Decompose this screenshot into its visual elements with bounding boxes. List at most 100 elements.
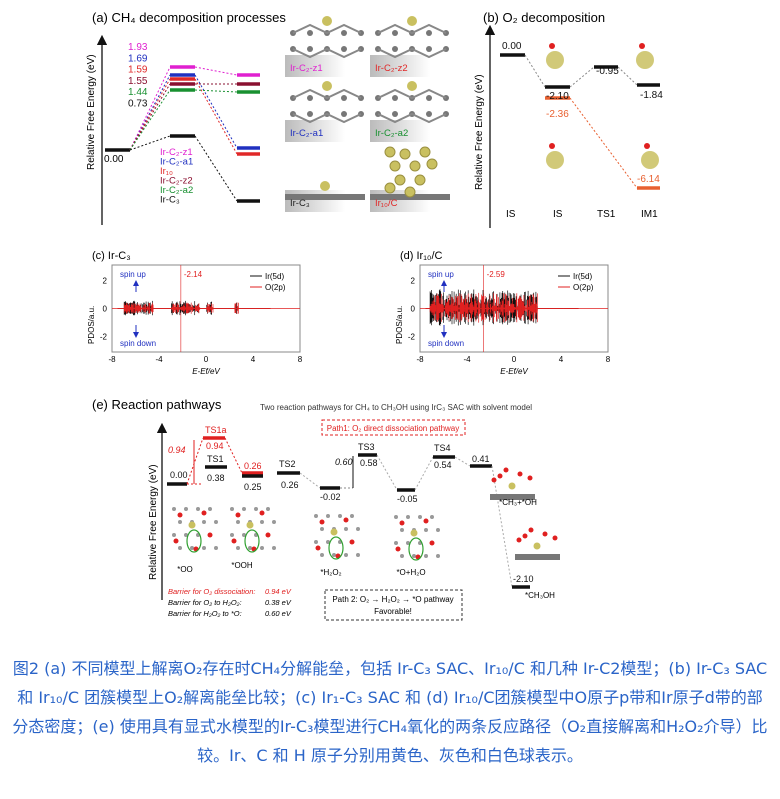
highlight-ellipse — [186, 529, 202, 553]
path-red-1 — [224, 437, 243, 474]
path-to-final-5 — [194, 135, 238, 202]
level-label-2: -2.36 — [546, 109, 569, 120]
iridium-atom — [322, 81, 332, 91]
carbon-atom — [426, 30, 432, 36]
path-red-0 — [186, 437, 204, 485]
carbon-atom — [178, 520, 182, 524]
carbon-atom — [230, 533, 234, 537]
iridium-atom — [330, 528, 338, 536]
carbon-atom — [326, 514, 330, 518]
iridium-atom — [407, 16, 417, 26]
carbon-atom — [260, 546, 264, 550]
species-structure-3 — [394, 515, 440, 561]
oxygen-atom — [343, 517, 349, 523]
ooh-red-value: 0.26 — [244, 461, 262, 471]
carbon-atom — [412, 554, 416, 558]
oxygen-atom — [399, 520, 405, 526]
barrier-value-2: 0.60 eV — [265, 609, 292, 618]
iridium-atom — [533, 542, 541, 550]
species-label-5: *CH₃OH — [525, 591, 555, 600]
panel-a-start-label: 0.00 — [104, 154, 124, 165]
iridium-atom — [320, 181, 330, 191]
structure-shadow — [285, 120, 345, 142]
path1-label: Path1: O₂ direct dissociation pathway — [327, 424, 460, 433]
iridium-atom — [426, 158, 438, 170]
ch3-oh-value: 0.41 — [472, 454, 490, 464]
legend-label-0: Ir(5d) — [573, 272, 592, 281]
path2-line1: Path 2: O₂ → H₂O₂ → *O pathway — [332, 595, 453, 604]
level-label-1: -2.10 — [546, 91, 569, 102]
carbon-atom — [341, 111, 347, 117]
iridium-atom — [409, 160, 421, 172]
carbon-atom — [341, 30, 347, 36]
panel-b-title: (b) O₂ decomposition — [483, 10, 605, 25]
oxygen-atom — [395, 546, 401, 552]
panel-b-levels: 0.00 -2.10 -2.36 -0.95 -1.84 -6.14 IS IS TS1 IM1 — [500, 41, 663, 220]
carbon-atom — [436, 554, 440, 558]
highlight-ellipse — [408, 537, 424, 561]
x-tick: 0 — [204, 355, 209, 364]
carbon-atom — [266, 507, 270, 511]
barrier-label-0: Barrier for O₂ dissociation: — [168, 587, 255, 596]
structure-label-1: Ir-C₂-z2 — [375, 63, 408, 74]
oxygen-atom — [542, 531, 548, 537]
species-label-1: *OOH — [231, 561, 253, 570]
barrier-value-3: 1.55 — [128, 76, 148, 87]
ts1a-value: 0.94 — [206, 441, 224, 451]
path-to-ts-0 — [129, 66, 171, 151]
barrier-value-2: 1.59 — [128, 65, 148, 76]
legend-item-4: Ir-C₂-a2 — [160, 185, 193, 196]
ts1a-barrier: 0.94 — [168, 445, 186, 455]
carbon-atom — [314, 540, 318, 544]
y-tick: -2 — [100, 333, 108, 342]
structure-shadow — [285, 55, 345, 77]
carbon-atom — [436, 528, 440, 532]
iridium-atom — [384, 146, 396, 158]
carbon-atom — [406, 515, 410, 519]
carbon-atom — [392, 46, 398, 52]
cluster-1 — [636, 51, 654, 69]
structure-label-2: Ir-C₂-a1 — [290, 128, 323, 139]
carbon-atom — [344, 527, 348, 531]
path-6 — [454, 456, 471, 467]
y-tick: 0 — [411, 305, 416, 314]
structure-1: Ir-C₂-z2 — [370, 16, 449, 77]
carbon-atom — [392, 30, 398, 36]
ts2-name: TS2 — [279, 459, 296, 469]
carbon-atom — [430, 515, 434, 519]
x-tick: -4 — [155, 355, 163, 364]
carbon-atom — [350, 514, 354, 518]
barrier-value-1: 0.38 eV — [265, 598, 292, 607]
oxygen-atom — [528, 527, 534, 533]
structure-5: Ir₁₀/C — [370, 146, 450, 212]
carbon-atom — [202, 546, 206, 550]
carbon-atom — [320, 527, 324, 531]
oxygen-atom — [552, 535, 558, 541]
panel-a-title: (a) CH₄ decomposition processes — [92, 10, 286, 25]
structure-3: Ir-C₂-a2 — [370, 81, 449, 142]
carbon-atom — [208, 507, 212, 511]
iridium-atom — [508, 482, 516, 490]
carbon-atom — [424, 528, 428, 532]
panel-a: (a) CH₄ decomposition processes Relative… — [86, 10, 450, 225]
carbon-atom — [230, 507, 234, 511]
iridium-atom — [399, 148, 411, 160]
carbon-atom — [178, 546, 182, 550]
carbon-atom — [172, 533, 176, 537]
x-tick: -8 — [416, 355, 424, 364]
y-tick: 0 — [103, 305, 108, 314]
oxygen-atom — [517, 471, 523, 477]
iridium-atom — [384, 182, 396, 194]
species-structure-2 — [314, 514, 360, 560]
path-to-ts-3 — [129, 83, 171, 151]
iridium-atom — [389, 160, 401, 172]
path-b-0 — [524, 54, 546, 88]
legend-item-2: Ir₁₀ — [160, 166, 173, 177]
oxygen-atom — [319, 519, 325, 525]
path-5 — [414, 456, 434, 491]
x-axis-label: E-Ef/eV — [500, 367, 528, 376]
legend-label-1: O(2p) — [573, 283, 594, 292]
carbon-atom — [426, 95, 432, 101]
carbon-atom — [394, 541, 398, 545]
structure-0: Ir-C₂-z1 — [285, 16, 364, 77]
